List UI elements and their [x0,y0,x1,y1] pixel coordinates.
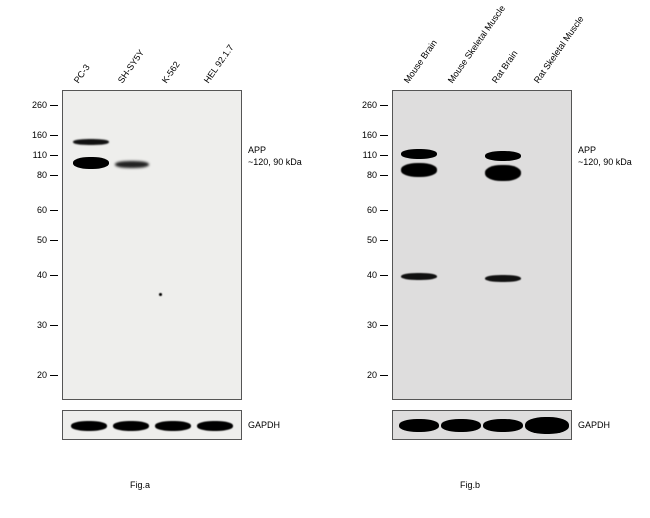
mw-marker: 60 [367,205,388,215]
mw-marker: 110 [33,150,58,160]
target-size: ~120, 90 kDa [248,157,302,169]
mw-tick [50,105,58,106]
mw-marker: 50 [367,235,388,245]
mw-marker: 60 [37,205,58,215]
mw-tick [380,375,388,376]
mw-tick [380,155,388,156]
lane-label: PC-3 [72,62,92,85]
mw-marker: 160 [362,130,388,140]
mw-value: 60 [37,205,47,215]
band [485,165,521,181]
main-blot-b [392,90,572,400]
band [115,161,149,168]
band [155,421,191,431]
gapdh-blot-a [62,410,242,440]
mw-marker: 260 [362,100,388,110]
band [401,149,437,159]
gapdh-label-b: GAPDH [578,420,610,430]
mw-value: 110 [33,150,47,160]
band [399,419,439,432]
mw-value: 60 [367,205,377,215]
mw-tick [50,135,58,136]
mw-marker: 110 [363,150,388,160]
lane-label: SH-SY5Y [116,48,146,85]
target-label-a: APP ~120, 90 kDa [248,145,302,168]
band [71,421,107,431]
mw-value: 160 [32,130,47,140]
band [73,157,109,169]
mw-value: 160 [362,130,377,140]
mw-marker: 30 [367,320,388,330]
band [485,275,521,282]
mw-value: 260 [32,100,47,110]
mw-value: 40 [37,270,47,280]
band [401,273,437,280]
mw-value: 50 [37,235,47,245]
mw-value: 30 [367,320,377,330]
mw-value: 40 [367,270,377,280]
mw-marker: 260 [32,100,58,110]
mw-marker: 20 [37,370,58,380]
main-blot-a [62,90,242,400]
gapdh-blot-b [392,410,572,440]
band [525,417,569,434]
mw-tick [50,325,58,326]
lane-label: HEL 92.1.7 [202,43,236,85]
mw-tick [50,240,58,241]
target-name: APP [248,145,302,157]
mw-marker: 30 [37,320,58,330]
band [159,293,162,296]
band [73,139,109,145]
mw-marker: 40 [367,270,388,280]
mw-tick [380,135,388,136]
mw-tick [380,240,388,241]
mw-tick [50,175,58,176]
band [441,419,481,432]
target-label-b: APP ~120, 90 kDa [578,145,632,168]
fig-label-a: Fig.a [130,480,150,490]
mw-value: 50 [367,235,377,245]
mw-marker: 160 [32,130,58,140]
lane-label: K-562 [160,60,182,85]
mw-tick [380,210,388,211]
lane-labels-b: Mouse Brain Mouse Skeletal Muscle Rat Br… [410,10,590,85]
mw-tick [50,210,58,211]
lane-label: Mouse Brain [402,38,439,85]
target-size: ~120, 90 kDa [578,157,632,169]
mw-value: 260 [362,100,377,110]
mw-tick [50,155,58,156]
gapdh-label-a: GAPDH [248,420,280,430]
mw-marker: 50 [37,235,58,245]
band [485,151,521,161]
lane-label: Rat Brain [490,49,520,85]
mw-marker: 40 [37,270,58,280]
mw-value: 30 [37,320,47,330]
mw-tick [50,275,58,276]
fig-label-b: Fig.b [460,480,480,490]
band [113,421,149,431]
mw-tick [380,275,388,276]
mw-tick [380,325,388,326]
band [197,421,233,431]
mw-marker: 80 [37,170,58,180]
band [483,419,523,432]
mw-value: 80 [367,170,377,180]
band [401,163,437,177]
mw-value: 80 [37,170,47,180]
lane-labels-a: PC-3 SH-SY5Y K-562 HEL 92.1.7 [80,10,260,85]
lane-label: Rat Skeletal Muscle [532,14,586,85]
mw-tick [380,175,388,176]
mw-value: 110 [363,150,377,160]
mw-marker: 80 [367,170,388,180]
mw-value: 20 [37,370,47,380]
target-name: APP [578,145,632,157]
mw-value: 20 [367,370,377,380]
mw-marker: 20 [367,370,388,380]
mw-tick [50,375,58,376]
mw-tick [380,105,388,106]
